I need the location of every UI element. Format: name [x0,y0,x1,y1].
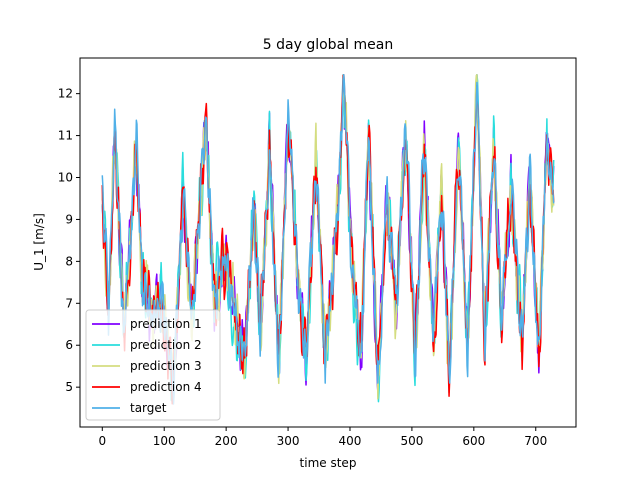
y-tick-label: 10 [58,171,73,185]
legend-label: prediction 2 [130,338,202,352]
legend: prediction 1 prediction 2 prediction 3 pred… [85,309,221,421]
x-axis-label: time step [300,456,357,470]
legend-label: prediction 3 [130,359,202,373]
axes-frame [79,57,577,428]
legend-box [85,309,221,421]
x-tick-label: 100 [153,434,176,448]
chart-title: 5 day global mean [263,37,393,53]
y-tick-label: 7 [65,296,73,310]
x-tick-label: 700 [524,434,547,448]
y-axis-label: U_1 [m/s] [32,213,46,271]
x-tick-label: 500 [400,434,423,448]
y-axis: 5 6 7 8 9 10 11 12 [58,87,80,394]
x-tick-label: 0 [98,434,106,448]
y-tick-label: 5 [65,380,73,394]
x-tick-label: 300 [277,434,300,448]
legend-label: prediction 1 [130,317,202,331]
y-tick-label: 8 [65,254,73,268]
y-tick-label: 12 [58,87,73,101]
legend-label: prediction 4 [130,380,202,394]
x-tick-label: 400 [339,434,362,448]
y-tick-label: 9 [65,212,73,226]
x-axis: 0 100 200 300 400 500 600 700 [98,427,547,448]
y-tick-label: 6 [65,338,73,352]
x-tick-label: 600 [462,434,485,448]
legend-label: target [130,401,167,415]
x-tick-label: 200 [215,434,238,448]
y-tick-label: 11 [58,129,73,143]
